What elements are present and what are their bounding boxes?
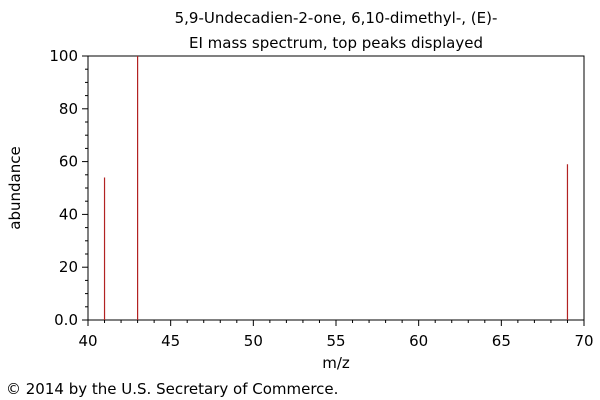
x-tick-label: 70	[574, 332, 593, 350]
plot-area	[87, 55, 585, 321]
x-tick-label: 65	[492, 332, 511, 350]
y-axis: 0.0 20 40 60 80 100	[49, 47, 88, 329]
x-tick-label: 60	[409, 332, 428, 350]
x-axis-label: m/z	[322, 354, 350, 372]
y-tick-label: 0.0	[54, 311, 78, 329]
x-tick-label: 50	[244, 332, 263, 350]
x-tick-label: 40	[78, 332, 97, 350]
y-tick-label: 100	[49, 47, 78, 65]
x-tick-label: 45	[161, 332, 180, 350]
y-axis-label: abundance	[6, 146, 24, 229]
x-tick-label: 55	[326, 332, 345, 350]
y-tick-label: 60	[59, 153, 78, 171]
y-tick-label: 20	[59, 258, 78, 276]
chart-subtitle: EI mass spectrum, top peaks displayed	[189, 34, 483, 52]
chart-title: 5,9-Undecadien-2-one, 6,10-dimethyl-, (E…	[175, 9, 498, 27]
peak-series	[103, 56, 569, 320]
x-axis: 40 45 50 55 60 65 70	[78, 320, 594, 350]
copyright-notice: © 2014 by the U.S. Secretary of Commerce…	[6, 380, 339, 398]
y-tick-label: 80	[59, 100, 78, 118]
y-tick-label: 40	[59, 205, 78, 223]
